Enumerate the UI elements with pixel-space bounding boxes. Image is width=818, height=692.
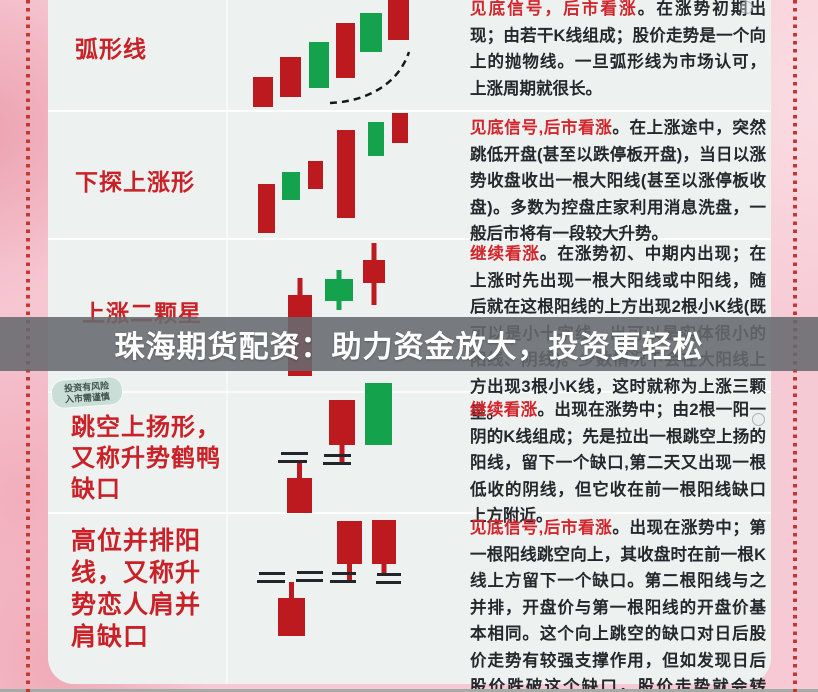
signal-text: 见底信号,后市看涨 [470,519,613,537]
pattern-row-arc-line: 弧形线 见底信号，后市看涨。在涨势初期出现；由若干K线组成；股价走势是一个向上的… [48,0,771,110]
description-text: 。出现在涨势中；由2根一阳一阴的K线组成；先是拉出一根跳空上扬的阳线，留下一个缺… [470,401,767,525]
pattern-description: 见底信号,后市看涨。在上涨途中，突然跳低开盘(甚至以跌停板开盘)，当日以涨势收盘… [470,115,766,248]
pattern-description: 继续看涨。出现在涨势中；由2根一阳一阴的K线组成；先是拉出一根跳空上扬的阳线，留… [470,397,766,530]
risk-line-2: 入市需谨慎 [64,390,111,405]
risk-disclaimer-badge: 投资有风险 入市需谨慎 [51,376,123,409]
row-divider [48,110,771,112]
description-text: 。在上涨途中，突然跳低开盘(甚至以跌停板开盘)，当日以涨势收盘收出一根大阳线(甚… [470,119,766,243]
row-divider [48,238,771,240]
bottom-edge-strip [0,689,818,692]
pattern-description: 见底信号,后市看涨。出现在涨势中；第一根阳线跳空向上，其收盘时在前一根K线上方留… [470,515,766,692]
pattern-name: 下探上涨形 [75,169,195,195]
pattern-row-gap-up: 跳空上扬形，又称升势鹤鸭缺口 继续看涨。出现在涨势中；由2根一阳一阴的K线组成；… [48,392,771,525]
pattern-row-side-by-side-yang: 高位并排阳线，又称升势恋人肩并肩缺口 见底信号,后市看涨。出现在涨势中；第一根阳… [48,512,771,692]
pattern-name: 弧形线 [75,36,147,62]
signal-text: 见底信号，后市看涨 [470,0,638,18]
row-divider [48,391,771,393]
signal-text: 见底信号,后市看涨 [470,119,613,137]
signal-text: 继续看涨 [470,245,540,263]
pattern-row-probe-down-rise: 下探上涨形 见底信号,后市看涨。在上涨途中，突然跳低开盘(甚至以跌停板开盘)，当… [48,110,771,243]
description-text: 。在涨势初期出现；由若干K线组成；股价走势是一个向上的抛物线。一旦弧形线为市场认… [470,0,767,98]
description-text: 。出现在涨势中；第一根阳线跳空向上，其收盘时在前一根K线上方留下一个缺口。第二根… [470,519,766,692]
pattern-description: 见底信号，后市看涨。在涨势初期出现；由若干K线组成；股价走势是一个向上的抛物线。… [470,0,766,102]
pattern-name: 高位并排阳线，又称升势恋人肩并肩缺口 [71,527,202,651]
row-divider [48,512,771,514]
watermark-text: 珠海期货配资：助力资金放大，投资更轻松 [114,331,704,364]
watermark-stamp-icon [752,413,765,426]
watermark-stamp-icon [740,1,753,14]
pattern-name: 跳空上扬形，又称升势鹤鸭缺口 [71,414,221,503]
watermark-band: 珠海期货配资：助力资金放大，投资更轻松 [0,317,818,371]
signal-text: 继续看涨 [470,401,538,419]
